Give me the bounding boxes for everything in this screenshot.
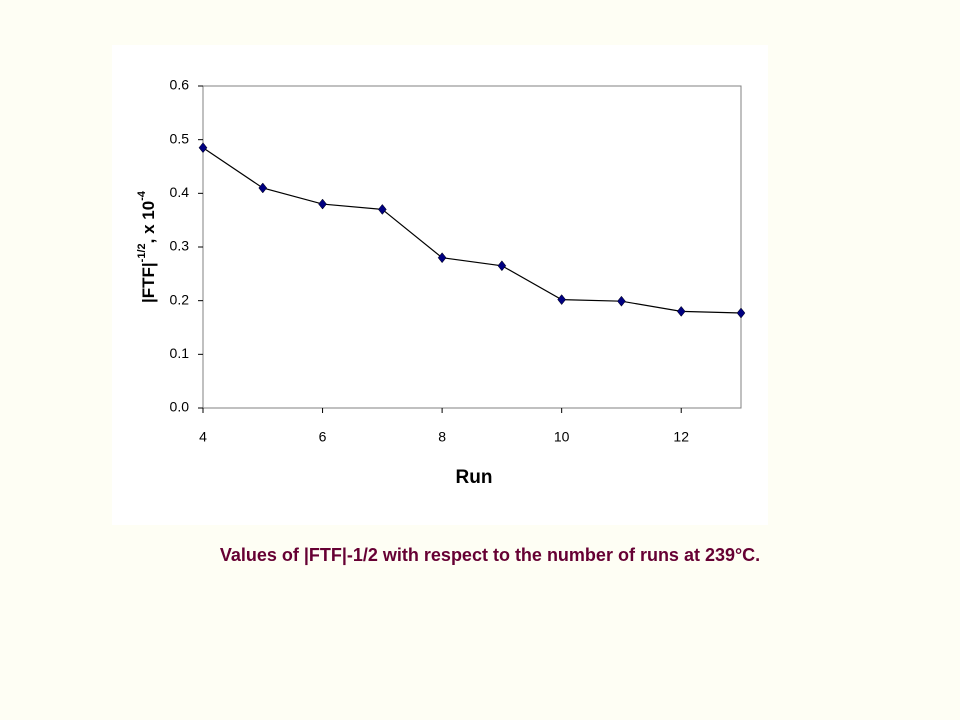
caption: Values of |FTF|-1/2 with respect to the … (220, 545, 760, 565)
x-tick-label: 10 (554, 429, 570, 445)
series-line (202, 147, 742, 314)
y-tick-label: 0.0 (170, 399, 190, 415)
y-tick-label: 0.1 (170, 345, 190, 361)
y-label-part: , x 10 (139, 201, 158, 244)
x-axis-label: Run (456, 467, 493, 488)
y-tick-label: 0.2 (170, 291, 190, 307)
marker (497, 260, 507, 272)
x-tick-label: 6 (319, 429, 327, 445)
marker (378, 204, 387, 215)
marker (198, 142, 208, 154)
y-tick-label: 0.3 (170, 238, 190, 254)
y-label-part: |FTF| (139, 262, 158, 303)
marker (437, 252, 447, 264)
x-tick-label: 12 (673, 429, 689, 445)
marker (557, 294, 566, 305)
y-label-sup: -1/2 (136, 243, 148, 262)
y-tick-label: 0.4 (170, 184, 190, 200)
chart-area (112, 45, 768, 525)
y-axis-label: |FTF|-1/2, x 10-4 (136, 190, 159, 303)
y-tick-label: 0.6 (170, 77, 190, 93)
x-tick-label: 8 (438, 429, 446, 445)
y-tick-label: 0.5 (170, 130, 190, 146)
marker (736, 307, 746, 319)
marker (617, 295, 626, 307)
y-label-sup: -4 (136, 190, 148, 201)
marker (676, 305, 686, 317)
marker (258, 182, 268, 194)
x-tick-label: 4 (199, 429, 207, 445)
marker (318, 198, 327, 210)
